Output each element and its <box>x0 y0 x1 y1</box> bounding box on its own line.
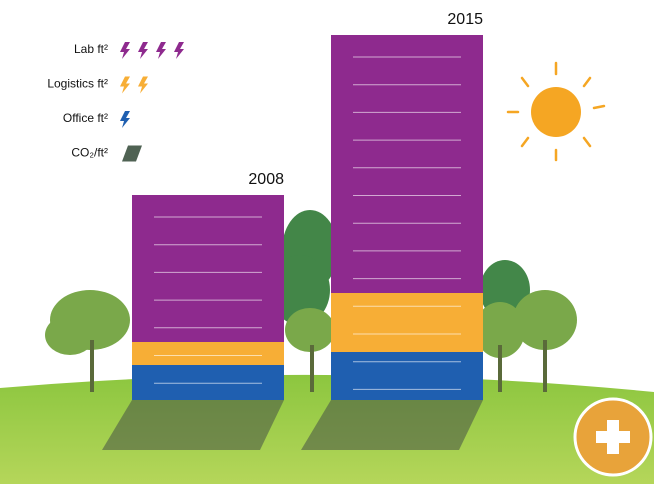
category-label: 2008 <box>248 171 284 188</box>
bar-shadow <box>102 400 284 450</box>
legend-bolt <box>120 77 130 94</box>
legend: Lab ft² Logistics ft² Office ft² CO₂/ft² <box>47 42 184 162</box>
bar <box>331 293 483 352</box>
legend-bolt <box>156 42 166 59</box>
sun <box>508 63 604 160</box>
legend-label: CO₂/ft² <box>71 146 108 160</box>
category-label: 2015 <box>447 11 483 28</box>
bar <box>331 352 483 400</box>
bar <box>132 365 284 400</box>
bar <box>132 342 284 365</box>
legend-bolt <box>138 77 148 94</box>
expand-button[interactable] <box>575 399 651 475</box>
legend-label: Lab ft² <box>74 42 108 56</box>
legend-bolt <box>120 111 130 128</box>
legend-label: Logistics ft² <box>47 77 108 91</box>
chart: 2008 2015 Lab ft² Logistics ft² Office ft² C… <box>0 0 654 484</box>
legend-bolt <box>120 42 130 59</box>
legend-swatch <box>122 146 142 162</box>
legend-label: Office ft² <box>63 111 108 125</box>
bar-shadow <box>301 400 483 450</box>
bar <box>331 35 483 293</box>
legend-bolt <box>174 42 184 59</box>
legend-bolt <box>138 42 148 59</box>
